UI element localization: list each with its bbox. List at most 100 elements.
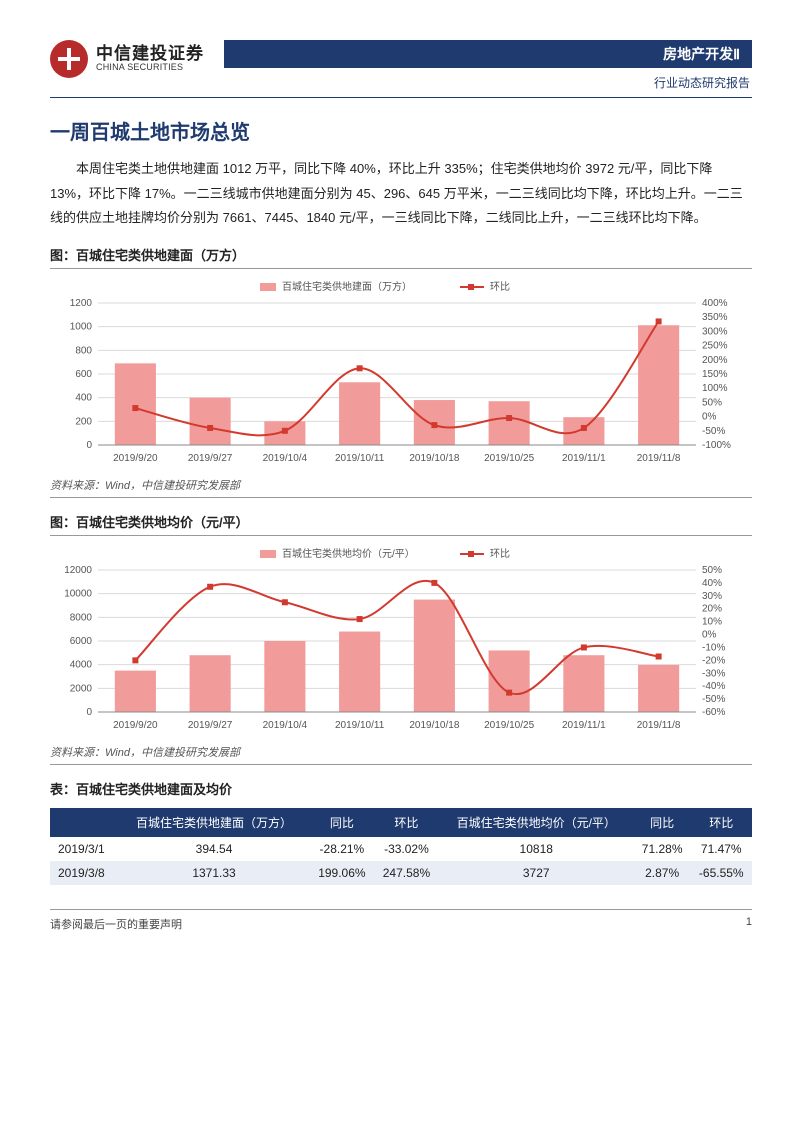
svg-text:2019/10/25: 2019/10/25 <box>484 720 534 731</box>
logo-block: 中信建投证券 CHINA SECURITIES <box>50 40 204 78</box>
svg-text:2019/9/27: 2019/9/27 <box>188 453 233 464</box>
data-table: 百城住宅类供地建面（万方）同比环比百城住宅类供地均价（元/平）同比环比 2019… <box>50 808 752 885</box>
svg-text:0%: 0% <box>702 630 717 641</box>
table-header-cell: 环比 <box>374 808 439 837</box>
table-cell: 71.28% <box>634 837 691 861</box>
svg-text:-60%: -60% <box>702 707 725 718</box>
svg-text:2019/10/18: 2019/10/18 <box>409 720 459 731</box>
table-header-cell: 同比 <box>310 808 375 837</box>
table-header-cell: 百城住宅类供地建面（万方） <box>118 808 309 837</box>
svg-text:4000: 4000 <box>70 660 93 671</box>
svg-text:300%: 300% <box>702 326 728 337</box>
svg-text:150%: 150% <box>702 369 728 380</box>
header-rule <box>50 97 752 98</box>
svg-text:0: 0 <box>86 440 92 451</box>
svg-text:2000: 2000 <box>70 683 93 694</box>
svg-text:-50%: -50% <box>702 426 725 437</box>
table-cell: 247.58% <box>374 861 439 885</box>
svg-text:2019/10/4: 2019/10/4 <box>263 453 308 464</box>
table-cell: 2019/3/1 <box>50 837 118 861</box>
svg-text:2019/9/27: 2019/9/27 <box>188 720 233 731</box>
logo-en-text: CHINA SECURITIES <box>96 63 204 73</box>
logo-cn-text: 中信建投证券 <box>96 45 204 64</box>
svg-text:12000: 12000 <box>64 565 92 576</box>
svg-text:-30%: -30% <box>702 668 725 679</box>
category-bar: 房地产开发Ⅱ <box>224 40 752 68</box>
chart1-source: 资料来源：Wind，中信建投研究发展部 <box>50 477 752 498</box>
svg-text:0: 0 <box>86 707 92 718</box>
svg-text:百城住宅类供地均价（元/平）: 百城住宅类供地均价（元/平） <box>282 547 415 560</box>
logo-icon <box>50 40 88 78</box>
body-paragraph: 本周住宅类土地供地建面 1012 万平，同比下降 40%，环比上升 335%；住… <box>50 157 752 231</box>
table-cell: 3727 <box>439 861 634 885</box>
svg-text:200: 200 <box>75 416 92 427</box>
table-cell: 199.06% <box>310 861 375 885</box>
svg-text:2019/9/20: 2019/9/20 <box>113 720 158 731</box>
svg-text:20%: 20% <box>702 604 722 615</box>
chart2-source: 资料来源：Wind，中信建投研究发展部 <box>50 744 752 765</box>
svg-text:6000: 6000 <box>70 636 93 647</box>
table-header-cell: 环比 <box>691 808 752 837</box>
table-header-cell <box>50 808 118 837</box>
svg-text:1200: 1200 <box>70 298 93 309</box>
table-row: 2019/3/1394.54-28.21%-33.02%1081871.28%7… <box>50 837 752 861</box>
table-row: 2019/3/81371.33199.06%247.58%37272.87%-6… <box>50 861 752 885</box>
chart1-title: 图：百城住宅类供地建面（万方） <box>50 245 752 269</box>
svg-text:-100%: -100% <box>702 440 731 451</box>
svg-text:2019/10/18: 2019/10/18 <box>409 453 459 464</box>
svg-text:350%: 350% <box>702 312 728 323</box>
table-cell: -28.21% <box>310 837 375 861</box>
svg-text:2019/11/1: 2019/11/1 <box>562 720 606 731</box>
header: 中信建投证券 CHINA SECURITIES 房地产开发Ⅱ 行业动态研究报告 <box>50 40 752 91</box>
page-title: 一周百城土地市场总览 <box>50 116 752 145</box>
svg-text:2019/11/1: 2019/11/1 <box>562 453 606 464</box>
svg-text:30%: 30% <box>702 591 722 602</box>
table-cell: 1371.33 <box>118 861 309 885</box>
footer: 请参阅最后一页的重要声明 1 <box>50 909 752 932</box>
chart2-title: 图：百城住宅类供地均价（元/平） <box>50 512 752 536</box>
svg-text:800: 800 <box>75 345 92 356</box>
table-header-cell: 同比 <box>634 808 691 837</box>
svg-text:-50%: -50% <box>702 694 725 705</box>
chart2: 百城住宅类供地均价（元/平）环比020004000600080001000012… <box>50 542 752 742</box>
table-header-cell: 百城住宅类供地均价（元/平） <box>439 808 634 837</box>
table-cell: 394.54 <box>118 837 309 861</box>
category-text: 房地产开发Ⅱ <box>663 44 740 64</box>
svg-text:10000: 10000 <box>64 589 92 600</box>
svg-text:400%: 400% <box>702 298 728 309</box>
svg-text:2019/9/20: 2019/9/20 <box>113 453 158 464</box>
table-cell: 71.47% <box>691 837 752 861</box>
svg-text:200%: 200% <box>702 355 728 366</box>
svg-text:2019/10/11: 2019/10/11 <box>335 453 385 464</box>
table-title: 表：百城住宅类供地建面及均价 <box>50 779 752 802</box>
svg-text:10%: 10% <box>702 617 722 628</box>
table-cell: -65.55% <box>691 861 752 885</box>
svg-text:50%: 50% <box>702 397 722 408</box>
table-cell: 2.87% <box>634 861 691 885</box>
footer-disclaimer: 请参阅最后一页的重要声明 <box>50 916 182 932</box>
svg-text:百城住宅类供地建面（万方）: 百城住宅类供地建面（万方） <box>282 280 412 293</box>
svg-text:250%: 250% <box>702 341 728 352</box>
svg-text:1000: 1000 <box>70 322 93 333</box>
svg-text:2019/10/4: 2019/10/4 <box>263 720 308 731</box>
svg-text:-40%: -40% <box>702 681 725 692</box>
svg-text:-20%: -20% <box>702 655 725 666</box>
page-number: 1 <box>746 916 752 932</box>
chart1: 百城住宅类供地建面（万方） 环比 0 200 400 600 800 1000 1200 -100… <box>50 275 752 475</box>
svg-text:50%: 50% <box>702 565 722 576</box>
table-cell: 10818 <box>439 837 634 861</box>
doc-type: 行业动态研究报告 <box>224 74 752 91</box>
svg-text:400: 400 <box>75 393 92 404</box>
svg-text:600: 600 <box>75 369 92 380</box>
svg-text:环比: 环比 <box>490 281 510 293</box>
svg-text:2019/10/25: 2019/10/25 <box>484 453 534 464</box>
svg-text:0%: 0% <box>702 412 717 423</box>
table-cell: 2019/3/8 <box>50 861 118 885</box>
svg-text:-10%: -10% <box>702 643 725 654</box>
svg-text:2019/11/8: 2019/11/8 <box>637 720 681 731</box>
table-cell: -33.02% <box>374 837 439 861</box>
svg-text:2019/11/8: 2019/11/8 <box>637 453 681 464</box>
svg-text:环比: 环比 <box>490 548 510 560</box>
svg-text:100%: 100% <box>702 383 728 394</box>
svg-text:2019/10/11: 2019/10/11 <box>335 720 385 731</box>
